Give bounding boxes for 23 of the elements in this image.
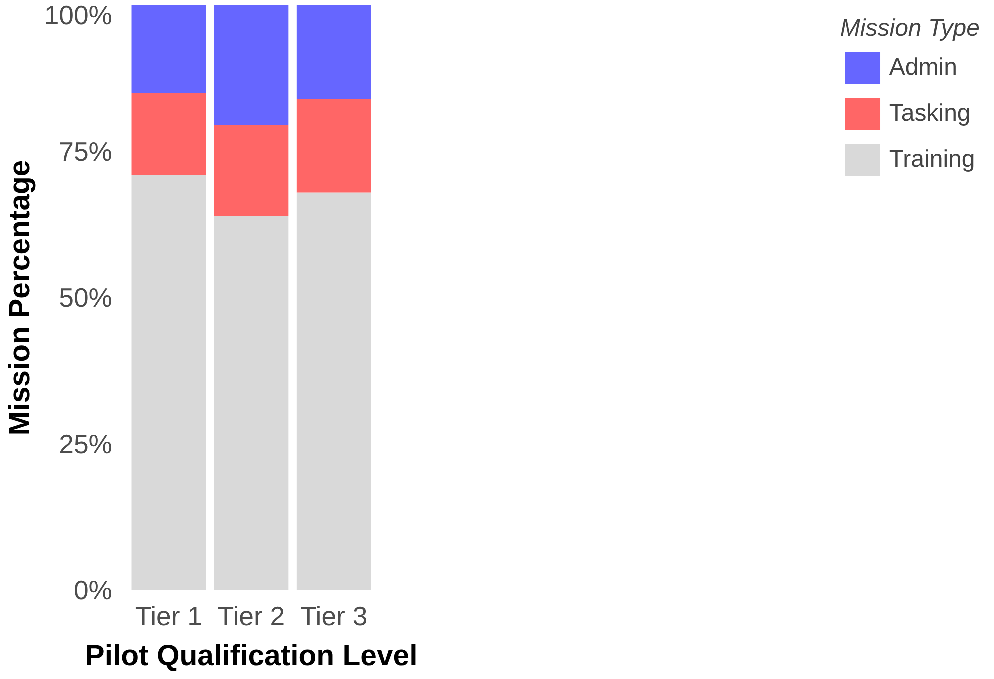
legend-label: Tasking <box>889 100 971 128</box>
legend-label: Training <box>889 146 976 174</box>
y-tick-label: 50% <box>59 283 113 313</box>
y-tick-label: 75% <box>59 136 113 167</box>
legend-label: Admin <box>889 54 958 82</box>
bar <box>214 125 289 216</box>
bar <box>132 175 206 590</box>
bar <box>214 216 289 590</box>
legend-title: Mission Type <box>840 15 980 43</box>
bar <box>132 6 206 94</box>
bar <box>296 6 372 100</box>
bar <box>132 93 206 176</box>
x-tick-label: Tier 1 <box>135 602 202 632</box>
bar <box>296 99 372 193</box>
y-tick-label: 0% <box>74 576 113 606</box>
bar <box>296 192 372 590</box>
y-tick-label: 25% <box>59 429 113 460</box>
bar <box>214 6 289 126</box>
y-tick-label: 100% <box>44 0 113 30</box>
x-axis-title: Pilot Qualification Level <box>85 640 418 672</box>
x-tick-label: Tier 2 <box>218 602 286 632</box>
y-axis-title: Mission Percentage <box>3 160 36 436</box>
x-tick-label: Tier 3 <box>300 602 368 632</box>
